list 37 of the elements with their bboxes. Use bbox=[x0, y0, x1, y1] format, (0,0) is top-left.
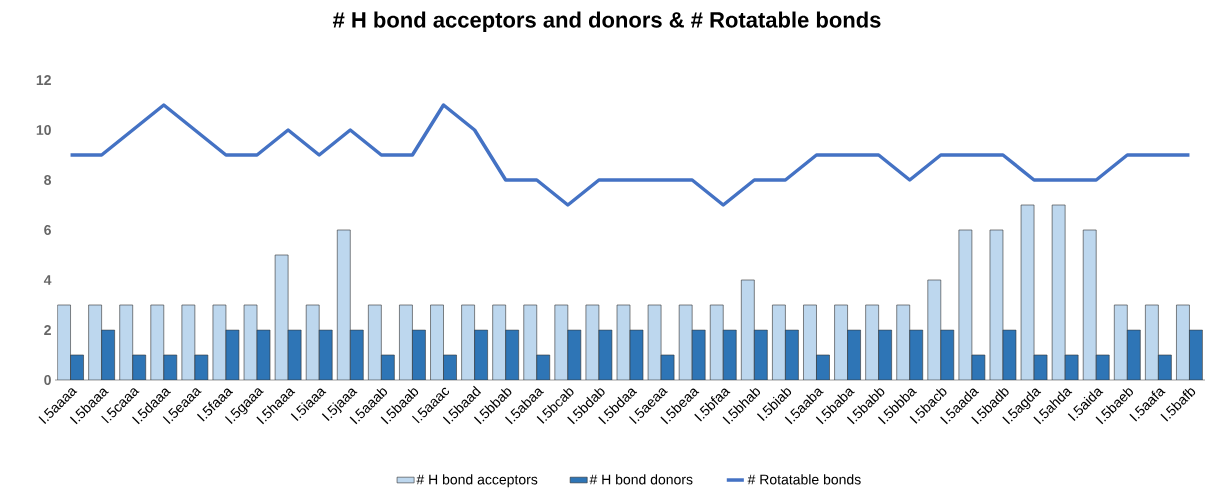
y-tick-label: 10 bbox=[36, 125, 51, 135]
bar bbox=[88, 304, 102, 380]
y-tick-label: 8 bbox=[44, 175, 52, 185]
bar bbox=[803, 304, 817, 380]
y-tick-label: 2 bbox=[44, 325, 51, 335]
chart-title: # H bond acceptors and donors & # Rotatable bonds bbox=[332, 11, 881, 33]
y-tick-label: 6 bbox=[44, 225, 51, 235]
bar bbox=[554, 304, 569, 380]
bar bbox=[772, 304, 786, 380]
bar bbox=[523, 304, 538, 380]
legend-label: # H bond donors bbox=[589, 474, 693, 485]
bar bbox=[865, 304, 879, 380]
bar bbox=[305, 304, 320, 380]
bar bbox=[834, 304, 848, 380]
y-tick-label: 12 bbox=[36, 75, 51, 85]
bar bbox=[1114, 304, 1128, 380]
bar bbox=[399, 304, 413, 380]
y-tick-label: 4 bbox=[43, 275, 52, 285]
legend-label: # H bond acceptors bbox=[416, 474, 538, 488]
bar bbox=[896, 304, 911, 380]
bar bbox=[119, 304, 134, 380]
bar bbox=[1145, 304, 1159, 380]
legend-label: # Rotatable bonds bbox=[747, 474, 861, 485]
bar bbox=[492, 304, 506, 380]
bar bbox=[461, 304, 475, 380]
bar bbox=[1082, 229, 1097, 380]
bar bbox=[927, 279, 942, 380]
bar bbox=[430, 304, 444, 380]
bar bbox=[678, 304, 693, 380]
bar bbox=[709, 304, 724, 380]
bar bbox=[741, 279, 755, 380]
y-tick-label: 0 bbox=[44, 375, 51, 385]
bar bbox=[368, 304, 382, 380]
bar bbox=[150, 304, 165, 380]
bar bbox=[1176, 304, 1190, 380]
bar bbox=[336, 229, 351, 380]
bar bbox=[57, 304, 71, 380]
